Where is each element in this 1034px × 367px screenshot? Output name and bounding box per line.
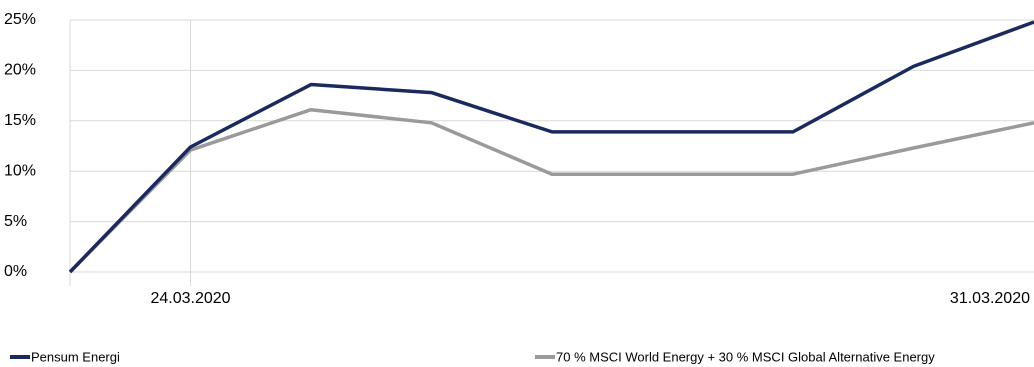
- series-line: [68, 107, 1034, 274]
- y-tick-label: 0%: [4, 263, 27, 280]
- y-tick-label: 10%: [4, 162, 36, 179]
- series-line: [68, 20, 1034, 274]
- y-tick-label: 20%: [4, 62, 36, 79]
- y-tick-label: 25%: [4, 11, 36, 28]
- legend-label: 70 % MSCI World Energy + 30 % MSCI Globa…: [556, 349, 935, 364]
- y-tick-label: 15%: [4, 112, 36, 129]
- y-tick-label: 5%: [4, 213, 27, 230]
- x-tick-label: 31.03.2020: [950, 290, 1030, 307]
- legend: Pensum Energi 70 % MSCI World Energy + 30…: [10, 349, 935, 364]
- legend-label: Pensum Energi: [31, 349, 120, 364]
- x-tick-label: 24.03.2020: [150, 290, 230, 307]
